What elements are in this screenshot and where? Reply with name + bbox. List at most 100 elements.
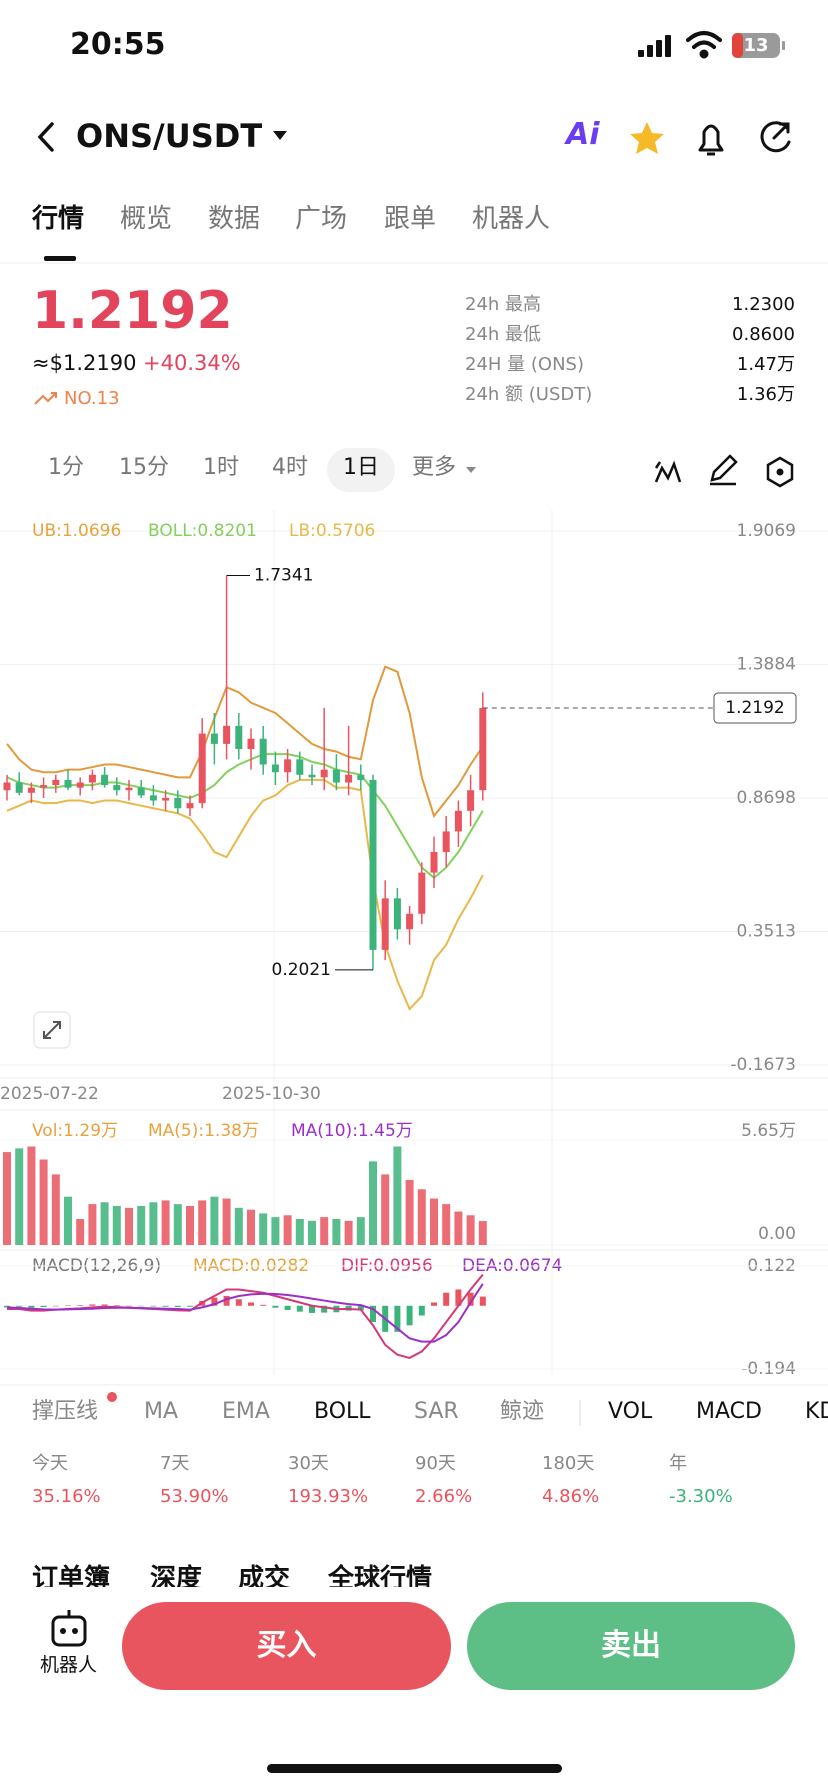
volume-bar xyxy=(3,1152,11,1245)
settings-dot xyxy=(776,468,784,476)
volume-bar xyxy=(51,1174,60,1245)
candle-body xyxy=(3,782,11,791)
candle-body xyxy=(137,787,145,796)
ai-icon[interactable]: Ai xyxy=(566,117,600,152)
volume-bar xyxy=(308,1220,316,1245)
macd-bar xyxy=(52,1305,59,1307)
indicator-tab[interactable]: VOL xyxy=(608,1399,653,1424)
y-tick-label: 1.3884 xyxy=(737,654,796,674)
tab[interactable]: 广场 xyxy=(295,204,348,234)
boll-upper xyxy=(6,665,484,819)
candle-body xyxy=(345,774,353,783)
indicator-tab[interactable]: SAR xyxy=(414,1399,459,1424)
macd-bar xyxy=(4,1305,10,1308)
interval[interactable]: 15分 xyxy=(119,455,169,480)
macd-bar xyxy=(418,1305,425,1316)
robot-label[interactable]: 机器人 xyxy=(40,1654,98,1676)
volume-bar xyxy=(283,1215,292,1245)
tab[interactable]: 数据 xyxy=(208,204,261,234)
candle-body xyxy=(357,774,365,780)
volume-bar xyxy=(393,1146,402,1245)
macd-bar xyxy=(248,1302,254,1306)
y-tick-label: 0.3513 xyxy=(737,921,796,941)
settings-icon[interactable] xyxy=(766,456,794,488)
candle-body xyxy=(467,790,475,811)
indicator-tab[interactable]: BOLL xyxy=(314,1399,371,1424)
macd-bar xyxy=(113,1305,120,1306)
return-value: -3.30% xyxy=(669,1486,733,1507)
pair-title[interactable]: ONS/USDT xyxy=(76,117,263,155)
tab[interactable]: 行情 xyxy=(32,204,85,234)
robot-icon[interactable] xyxy=(39,1607,99,1657)
tab[interactable]: 机器人 xyxy=(472,204,551,234)
boll-mid xyxy=(6,753,484,880)
tab[interactable]: 概览 xyxy=(120,204,173,234)
bell-icon[interactable] xyxy=(698,124,724,156)
volume-bar xyxy=(125,1207,133,1245)
interval[interactable]: 更多 xyxy=(412,455,457,480)
tab[interactable]: 跟单 xyxy=(384,204,437,234)
indicator-tab[interactable]: 鲸迹 xyxy=(500,1399,545,1424)
sell-button[interactable]: 卖出 xyxy=(467,1602,795,1690)
candle-body xyxy=(320,769,328,778)
interval[interactable]: 4时 xyxy=(272,455,308,480)
volume-bar xyxy=(478,1221,487,1245)
y-tick-label: 0.8698 xyxy=(737,788,796,808)
wifi-icon xyxy=(686,31,722,59)
signal-icon xyxy=(638,35,671,57)
macd-bar xyxy=(479,1296,486,1306)
indicator-tab[interactable]: MACD xyxy=(696,1399,762,1424)
share-icon[interactable] xyxy=(760,121,791,153)
macd-bar xyxy=(296,1305,303,1312)
macd-bar xyxy=(394,1305,401,1332)
vol-legend: Vol:1.29万 xyxy=(32,1121,118,1141)
interval-pill xyxy=(327,448,395,492)
candle-body xyxy=(332,769,340,783)
star-icon[interactable] xyxy=(630,122,664,154)
interval[interactable]: 1时 xyxy=(203,455,239,480)
macd-bar xyxy=(28,1305,35,1308)
boll-lower xyxy=(6,778,484,1011)
candle-body xyxy=(64,779,72,788)
macd-bar xyxy=(174,1305,181,1308)
indicator-icon[interactable] xyxy=(654,460,682,483)
macd-bar xyxy=(150,1305,157,1307)
macd-bar xyxy=(211,1297,218,1306)
stat-value: 1.36万 xyxy=(736,384,795,405)
stat-value: 1.47万 xyxy=(736,354,795,375)
more-caret[interactable] xyxy=(466,467,476,473)
macd-bar xyxy=(162,1305,169,1307)
indicator-tab[interactable]: 撑压线 xyxy=(32,1399,99,1424)
volume-bar xyxy=(442,1204,451,1245)
macd-bar xyxy=(370,1305,376,1323)
volume-bar xyxy=(454,1211,463,1245)
indicator-tab[interactable]: KD xyxy=(805,1399,828,1424)
indicator-tab[interactable]: EMA xyxy=(222,1399,270,1424)
volume-bar xyxy=(149,1202,158,1245)
candle-body xyxy=(381,898,389,950)
return-label: 180天 xyxy=(542,1453,595,1474)
interval[interactable]: 1分 xyxy=(48,455,84,480)
volume-bar xyxy=(259,1213,268,1245)
macd-bar xyxy=(65,1305,71,1306)
candle-body xyxy=(442,831,450,853)
volume-bar xyxy=(344,1220,353,1245)
candle-body xyxy=(198,733,206,804)
candle-body xyxy=(125,787,133,791)
buy-button[interactable]: 买入 xyxy=(122,1602,451,1690)
return-value: 53.90% xyxy=(160,1486,229,1507)
draw-icon[interactable] xyxy=(710,454,738,486)
volume-bar xyxy=(417,1189,426,1245)
battery-text: 13 xyxy=(743,35,768,56)
macd-bar xyxy=(126,1305,132,1307)
low-label: 0.2021 xyxy=(272,960,331,980)
dropdown-icon[interactable] xyxy=(273,131,287,140)
interval[interactable]: 1日 xyxy=(343,455,379,480)
candle-body xyxy=(27,787,35,793)
candle-body xyxy=(174,797,182,809)
macd-bar xyxy=(16,1305,23,1307)
boll-legend: LB:0.5706 xyxy=(289,521,375,541)
indicator-tab[interactable]: MA xyxy=(144,1399,179,1424)
volume-bar xyxy=(369,1161,377,1245)
back-icon[interactable] xyxy=(37,122,54,152)
